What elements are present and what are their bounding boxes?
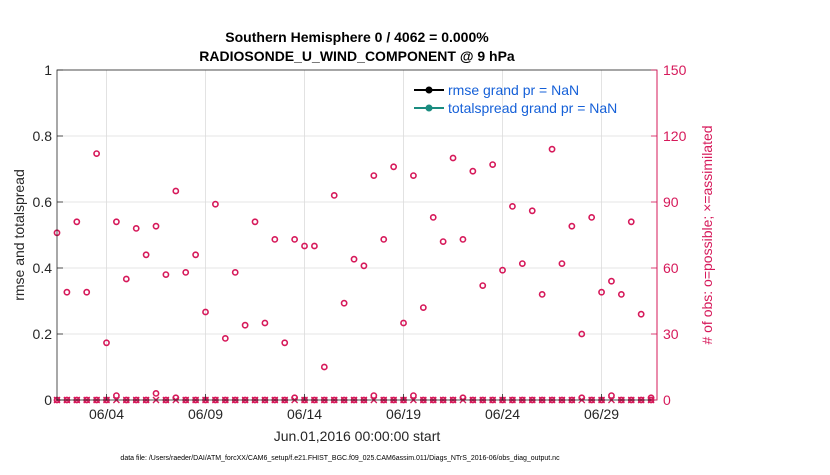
- obs-possible-point: [231, 268, 239, 276]
- legend-marker-rmse: [425, 86, 433, 94]
- obs-possible-point: [152, 222, 160, 230]
- obs-possible-point: [588, 213, 596, 221]
- obs-possible-point: [637, 310, 645, 318]
- obs-possible-point: [291, 235, 299, 243]
- plot-area: [57, 70, 657, 400]
- chart-subtitle: RADIOSONDE_U_WIND_COMPONENT @ 9 hPa: [199, 48, 515, 64]
- obs-possible-point: [192, 251, 200, 259]
- obs-possible-point: [113, 218, 120, 226]
- obs-possible-point: [469, 167, 477, 175]
- x-tick-label: 06/14: [287, 406, 322, 422]
- obs-possible-point: [83, 288, 91, 296]
- legend: rmse grand pr = NaN totalspread grand pr…: [414, 82, 617, 116]
- obs-possible-point: [63, 288, 71, 296]
- y2-tick-label: 90: [663, 194, 679, 210]
- y2-tick-label: 120: [663, 128, 687, 144]
- obs-possible-point: [202, 308, 209, 316]
- y2-tick-label: 30: [663, 326, 679, 342]
- obs-possible-point: [162, 271, 170, 278]
- obs-possible-point: [608, 277, 615, 285]
- obs-possible-point: [429, 213, 437, 221]
- y2-axis-label: # of obs: o=possible; ×=assimilated: [699, 125, 715, 344]
- obs-possible-point: [518, 260, 526, 267]
- obs-possible-point: [301, 242, 308, 250]
- x-tick-label: 06/04: [89, 406, 124, 422]
- y-tick-label: 0.6: [33, 194, 53, 210]
- y2-tick-label: 150: [663, 62, 687, 78]
- obs-possible-point: [340, 299, 348, 307]
- obs-possible-point: [73, 218, 81, 226]
- data-file-footer: data file: /Users/raeder/DAI/ATM_forcXX/…: [120, 455, 560, 462]
- obs-possible-point: [578, 330, 586, 338]
- obs-possible-point: [439, 238, 447, 245]
- y-axis-label: rmse and totalspread: [11, 169, 27, 301]
- obs-possible-point: [103, 339, 110, 347]
- obs-possible-point: [330, 191, 338, 199]
- legend-marker-totalspread: [425, 104, 433, 112]
- obs-possible-point: [489, 161, 497, 168]
- obs-possible-point: [182, 268, 190, 276]
- obs-possible-point: [617, 290, 625, 298]
- y-tick-label: 0.2: [33, 326, 53, 342]
- obs-possible-point: [380, 235, 388, 243]
- obs-possible-point: [598, 288, 605, 296]
- obs-possible-point: [568, 222, 576, 230]
- obs-possible-point: [360, 262, 368, 270]
- obs-possible-point: [221, 334, 229, 342]
- y-tick-label: 0.8: [33, 128, 53, 144]
- chart-title: Southern Hemisphere 0 / 4062 = 0.000%: [225, 29, 489, 45]
- legend-label-rmse: rmse grand pr = NaN: [448, 82, 579, 98]
- obs-possible-point: [548, 145, 556, 153]
- obs-possible-point: [241, 321, 249, 329]
- y-tick-label: 0.4: [33, 260, 53, 276]
- axis-layer: 06/04 06/09 06/14 06/19 06/24 06/29 0 0.2 0.4 0.6…: [33, 62, 687, 422]
- obs-possible-point: [311, 242, 318, 250]
- obs-possible-point: [122, 275, 130, 283]
- obs-possible-point: [419, 304, 427, 311]
- obs-possible-point: [528, 207, 536, 215]
- obs-possible-point: [459, 235, 467, 243]
- obs-possible-point: [370, 392, 378, 399]
- y-tick-label: 0: [44, 392, 52, 408]
- obs-possible-point: [400, 319, 407, 327]
- obs-possible-point: [142, 251, 150, 259]
- obs-possible-point: [132, 224, 140, 232]
- y2-tick-label: 0: [663, 392, 671, 408]
- x-tick-label: 06/24: [485, 406, 520, 422]
- y-tick-label: 1: [44, 62, 52, 78]
- obs-possible-point: [281, 339, 289, 347]
- x-tick-label: 06/19: [386, 406, 421, 422]
- obs-possible-point: [152, 389, 160, 397]
- x-tick-label: 06/09: [188, 406, 223, 422]
- obs-possible-point: [410, 172, 417, 179]
- legend-label-totalspread: totalspread grand pr = NaN: [448, 100, 617, 116]
- obs-possible-point: [627, 218, 635, 226]
- obs-possible-point: [370, 172, 378, 179]
- obs-possible-point: [558, 260, 566, 267]
- x-axis-label: Jun.01,2016 00:00:00 start: [274, 428, 441, 444]
- obs-possible-point: [172, 187, 180, 195]
- obs-possible-point: [538, 290, 546, 298]
- obs-possible-point: [320, 363, 328, 371]
- obs-possible-point: [479, 282, 487, 289]
- obs-possible-point: [113, 392, 120, 399]
- obs-possible-point: [93, 150, 101, 157]
- obs-possible-point: [212, 200, 219, 208]
- obs-possible-point: [271, 235, 279, 243]
- obs-possible-point: [608, 392, 615, 399]
- x-tick-label: 06/29: [584, 406, 619, 422]
- obs-possible-point: [390, 163, 398, 171]
- obs-possible-point: [251, 218, 259, 226]
- obs-possible-point: [509, 202, 516, 210]
- y2-tick-label: 60: [663, 260, 679, 276]
- obs-possible-point: [410, 392, 417, 399]
- obs-possible-point: [499, 266, 506, 274]
- obs-possible-point: [350, 255, 358, 263]
- obs-possible-point: [261, 319, 269, 327]
- obs-possible-point: [449, 154, 457, 162]
